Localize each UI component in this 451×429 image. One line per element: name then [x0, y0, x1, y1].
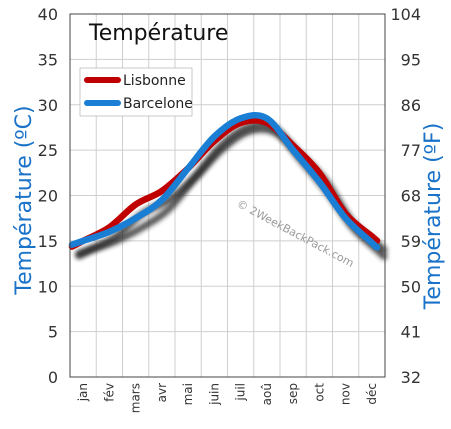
y-tick-left-label: 5	[48, 323, 58, 342]
x-tick-label: sep	[286, 383, 300, 404]
y-tick-left-label: 30	[38, 96, 58, 115]
y-tick-right-label: 59	[401, 232, 421, 251]
y-tick-right-label: 50	[401, 277, 421, 296]
y-tick-left-label: 25	[38, 141, 58, 160]
x-axis-ticks: jan fév mars avr mai juin juil aoû sep oct nov déc	[76, 383, 379, 414]
x-tick-label: juil	[234, 383, 248, 402]
legend: Lisbonne Barcelone	[79, 67, 193, 117]
legend-label-barcelone: Barcelone	[123, 96, 193, 112]
x-tick-label: juin	[207, 383, 221, 406]
x-tick-label: mars	[129, 383, 143, 413]
y-axis-right-ticks: 32 41 50 59 68 77 86 95 104	[390, 5, 421, 387]
chart-title: Température	[88, 21, 228, 46]
x-tick-label: avr	[155, 383, 169, 402]
plot-border	[69, 13, 386, 378]
y-tick-left-label: 40	[38, 5, 58, 24]
y-tick-right-label: 104	[390, 5, 421, 24]
y-tick-right-label: 68	[401, 187, 421, 206]
legend-label-lisbonne: Lisbonne	[123, 73, 186, 89]
x-tick-label: nov	[339, 383, 353, 405]
x-tick-label: aoû	[260, 383, 274, 405]
y-tick-right-label: 86	[401, 96, 421, 115]
series-line-barcelone	[68, 111, 381, 251]
x-tick-label: oct	[312, 383, 326, 402]
y-tick-left-label: 0	[48, 368, 58, 387]
y-axis-left-ticks: 0 5 10 15 20 25 30 35 40	[38, 5, 58, 387]
x-tick-label: déc	[365, 383, 379, 405]
x-tick-label: mai	[181, 383, 195, 405]
y-tick-right-label: 41	[401, 323, 421, 342]
y-tick-right-label: 32	[401, 368, 421, 387]
x-tick-label: jan	[76, 383, 90, 402]
y-tick-left-label: 15	[38, 232, 58, 251]
y-tick-left-label: 35	[38, 50, 58, 69]
x-tick-label: fév	[102, 383, 116, 402]
y-tick-right-label: 95	[401, 50, 421, 69]
y-tick-left-label: 20	[38, 187, 58, 206]
y-axis-right-label: Température (ºF)	[421, 123, 446, 311]
y-tick-left-label: 10	[38, 277, 58, 296]
series-lines	[68, 111, 381, 251]
y-tick-right-label: 77	[401, 141, 421, 160]
y-axis-left-label: Température (ºC)	[12, 105, 37, 295]
legend-box	[79, 67, 193, 117]
